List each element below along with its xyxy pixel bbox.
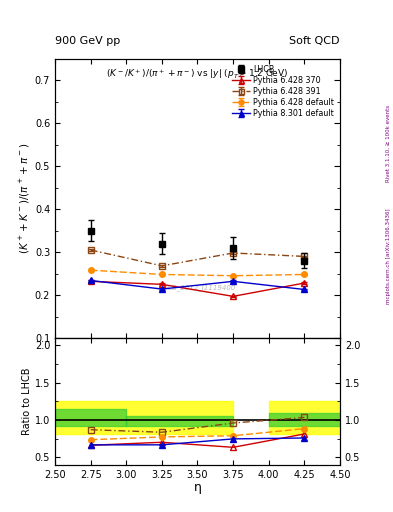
Y-axis label: Ratio to LHCB: Ratio to LHCB	[22, 368, 32, 435]
Text: $(K^-/K^+)/(\pi^++\pi^-)$ vs $|y|$ $(p_T > 1.2\ \mathrm{GeV})$: $(K^-/K^+)/(\pi^++\pi^-)$ vs $|y|$ $(p_T…	[106, 67, 289, 81]
Text: Soft QCD: Soft QCD	[290, 36, 340, 46]
Text: mcplots.cern.ch [arXiv:1306.3436]: mcplots.cern.ch [arXiv:1306.3436]	[386, 208, 391, 304]
Legend: LHCB, Pythia 6.428 370, Pythia 6.428 391, Pythia 6.428 default, Pythia 8.301 def: LHCB, Pythia 6.428 370, Pythia 6.428 391…	[231, 63, 336, 119]
Text: LHCB_2012_I1119400: LHCB_2012_I1119400	[159, 284, 236, 291]
X-axis label: η: η	[193, 481, 202, 494]
Y-axis label: $(K^+ + K^-)/(\pi^+ + \pi^-)$: $(K^+ + K^-)/(\pi^+ + \pi^-)$	[18, 143, 32, 254]
Text: Rivet 3.1.10, ≥ 100k events: Rivet 3.1.10, ≥ 100k events	[386, 105, 391, 182]
Text: 900 GeV pp: 900 GeV pp	[55, 36, 120, 46]
